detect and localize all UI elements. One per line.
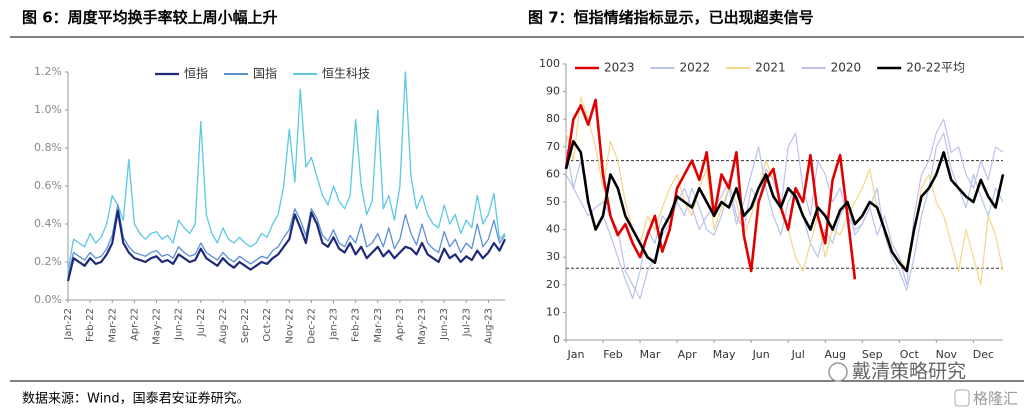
- y-tick-label: 0.0%: [34, 293, 62, 306]
- legend-label: 2023: [604, 61, 635, 75]
- y-tick-label: 50: [546, 195, 560, 208]
- y-tick-label: 90: [546, 85, 560, 98]
- x-tick-label: Jun-22: [174, 308, 185, 341]
- y-tick-label: 30: [546, 250, 560, 263]
- y-tick-label: 20: [546, 278, 560, 291]
- x-tick-label: Jul: [791, 348, 805, 361]
- x-tick-label: Jun-23: [439, 308, 450, 341]
- figure-title: 图 6：周度平均换手率较上周小幅上升: [22, 9, 278, 27]
- series-line: [66, 209, 506, 282]
- x-tick-label: Dec: [973, 348, 994, 361]
- x-tick-label: Apr: [678, 348, 698, 361]
- legend-label: 2020: [831, 61, 862, 75]
- x-tick-label: Mar: [640, 348, 661, 361]
- x-tick-label: Dec-22: [306, 308, 317, 344]
- y-tick-label: 10: [546, 305, 560, 318]
- logo: 格隆汇: [973, 390, 1018, 408]
- legend-label: 恒生科技: [322, 67, 370, 81]
- y-tick-label: 0.8%: [34, 141, 62, 154]
- series-line: [67, 71, 506, 272]
- y-tick-label: 0.4%: [34, 217, 62, 230]
- x-tick-label: Sep: [862, 348, 883, 361]
- legend-label: 20-22平均: [906, 61, 965, 75]
- legend-label: 2022: [680, 61, 711, 75]
- x-tick-label: May: [713, 348, 736, 361]
- x-tick-label: Jun: [752, 348, 770, 361]
- series-line: [564, 98, 857, 280]
- x-tick-label: Aug: [824, 348, 845, 361]
- x-tick-label: Apr-23: [395, 308, 406, 341]
- x-tick-label: Jan-22: [63, 308, 74, 341]
- x-tick-label: Feb: [603, 348, 622, 361]
- x-tick-label: Oct: [900, 348, 920, 361]
- x-tick-label: May-22: [152, 308, 163, 345]
- x-tick-label: Jan-23: [329, 308, 340, 341]
- legend-label: 2021: [755, 61, 786, 75]
- y-tick-label: 60: [546, 167, 560, 180]
- y-tick-label: 100: [539, 57, 560, 70]
- x-tick-label: Apr-22: [129, 308, 140, 341]
- x-tick-label: Mar-22: [107, 308, 118, 343]
- series-line: [565, 96, 1004, 286]
- logo-icon: [954, 389, 970, 407]
- x-tick-label: Feb-22: [85, 308, 96, 342]
- wechat-icon: [828, 362, 848, 382]
- x-tick-label: Feb-23: [351, 308, 362, 342]
- x-tick-label: Oct-22: [262, 308, 273, 342]
- series-line: [564, 140, 1005, 273]
- series-line: [67, 204, 506, 278]
- x-tick-label: Nov-22: [284, 308, 295, 344]
- x-tick-label: May-23: [417, 308, 428, 345]
- figure-title: 图 7：恒指情绪指标显示，已出现超卖信号: [528, 9, 814, 27]
- watermark: 戴清策略研究: [852, 361, 966, 383]
- x-tick-label: Nov: [936, 348, 958, 361]
- y-tick-label: 0.2%: [34, 255, 62, 268]
- x-tick-label: Mar-23: [373, 308, 384, 343]
- y-tick-label: 70: [546, 140, 560, 153]
- legend-label: 国指: [253, 66, 277, 81]
- source-note: 数据来源：Wind，国泰君安证券研究。: [22, 391, 250, 407]
- y-tick-label: 80: [546, 112, 560, 125]
- legend-label: 恒指: [184, 66, 208, 81]
- y-tick-label: 1.2%: [34, 65, 62, 78]
- x-tick-label: Aug-23: [483, 308, 494, 344]
- x-tick-label: Sep-22: [240, 308, 251, 343]
- x-tick-label: Jan: [567, 348, 585, 361]
- x-tick-label: Aug-22: [218, 308, 229, 344]
- x-tick-label: Jul-23: [461, 308, 472, 337]
- x-tick-label: Jul-22: [196, 308, 207, 337]
- y-tick-label: 0.6%: [34, 179, 62, 192]
- y-tick-label: 1.0%: [34, 103, 62, 116]
- y-tick-label: 40: [546, 223, 560, 236]
- series-line: [565, 118, 1004, 300]
- y-tick-label: 0: [553, 333, 560, 346]
